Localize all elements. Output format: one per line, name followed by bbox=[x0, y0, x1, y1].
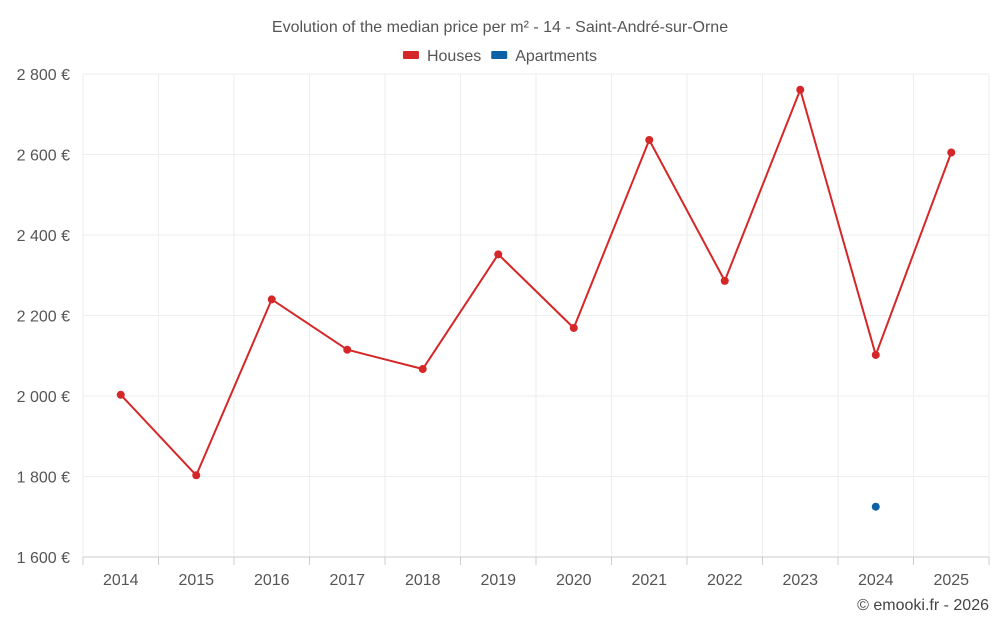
x-tick-label: 2016 bbox=[254, 572, 290, 589]
x-tick-label: 2024 bbox=[858, 572, 894, 589]
legend-item-houses[interactable]: Houses bbox=[402, 48, 481, 65]
data-point-houses[interactable] bbox=[116, 390, 125, 399]
data-point-houses[interactable] bbox=[192, 471, 201, 480]
y-tick-label: 2 600 € bbox=[17, 148, 70, 165]
y-tick-label: 2 000 € bbox=[17, 389, 70, 406]
x-tick-label: 2020 bbox=[556, 572, 592, 589]
data-point-houses[interactable] bbox=[494, 250, 503, 259]
data-point-houses[interactable] bbox=[947, 148, 956, 157]
x-tick-label: 2022 bbox=[707, 572, 743, 589]
y-tick-label: 2 200 € bbox=[17, 309, 70, 326]
credit-text: © emooki.fr - 2026 bbox=[857, 597, 989, 614]
chart-title: Evolution of the median price per m² - 1… bbox=[272, 19, 728, 36]
legend-label: Houses bbox=[427, 48, 481, 65]
x-tick-label: 2023 bbox=[782, 572, 818, 589]
series-line-houses bbox=[120, 88, 953, 477]
data-point-houses[interactable] bbox=[569, 323, 578, 332]
data-point-houses[interactable] bbox=[720, 276, 729, 285]
y-tick-label: 2 400 € bbox=[17, 228, 70, 245]
x-tick-label: 2014 bbox=[103, 572, 139, 589]
series-apartments bbox=[871, 502, 880, 511]
legend-item-apartments[interactable]: Apartments bbox=[491, 48, 597, 65]
data-point-houses[interactable] bbox=[418, 365, 427, 374]
x-tick-label: 2025 bbox=[933, 572, 969, 589]
legend-label: Apartments bbox=[515, 48, 597, 65]
legend-swatch bbox=[402, 51, 419, 59]
x-tick-label: 2021 bbox=[631, 572, 667, 589]
data-point-houses[interactable] bbox=[343, 345, 352, 354]
y-axis-ticks: 1 600 € 1 800 € 2 000 € 2 200 € 2 400 € 2 600… bbox=[17, 67, 70, 567]
x-tick-label: 2015 bbox=[178, 572, 214, 589]
x-tick-label: 2019 bbox=[480, 572, 516, 589]
data-point-apartments[interactable] bbox=[871, 502, 880, 511]
y-tick-label: 1 800 € bbox=[17, 470, 70, 487]
series-layer bbox=[116, 85, 956, 511]
data-point-houses[interactable] bbox=[796, 85, 805, 94]
data-point-houses[interactable] bbox=[645, 136, 654, 145]
x-tick-label: 2017 bbox=[329, 572, 365, 589]
data-point-houses[interactable] bbox=[871, 350, 880, 359]
legend: Houses Apartments bbox=[402, 48, 597, 65]
x-axis-ticks: 2014 2015 2016 2017 2018 2019 2020 2021 2022 2023… bbox=[82, 557, 990, 589]
series-houses bbox=[116, 85, 956, 480]
y-tick-label: 1 600 € bbox=[17, 550, 70, 567]
legend-swatch bbox=[491, 51, 508, 59]
x-tick-label: 2018 bbox=[405, 572, 441, 589]
y-tick-label: 2 800 € bbox=[17, 67, 70, 84]
data-point-houses[interactable] bbox=[267, 295, 276, 304]
horizontal-grid bbox=[83, 73, 989, 477]
